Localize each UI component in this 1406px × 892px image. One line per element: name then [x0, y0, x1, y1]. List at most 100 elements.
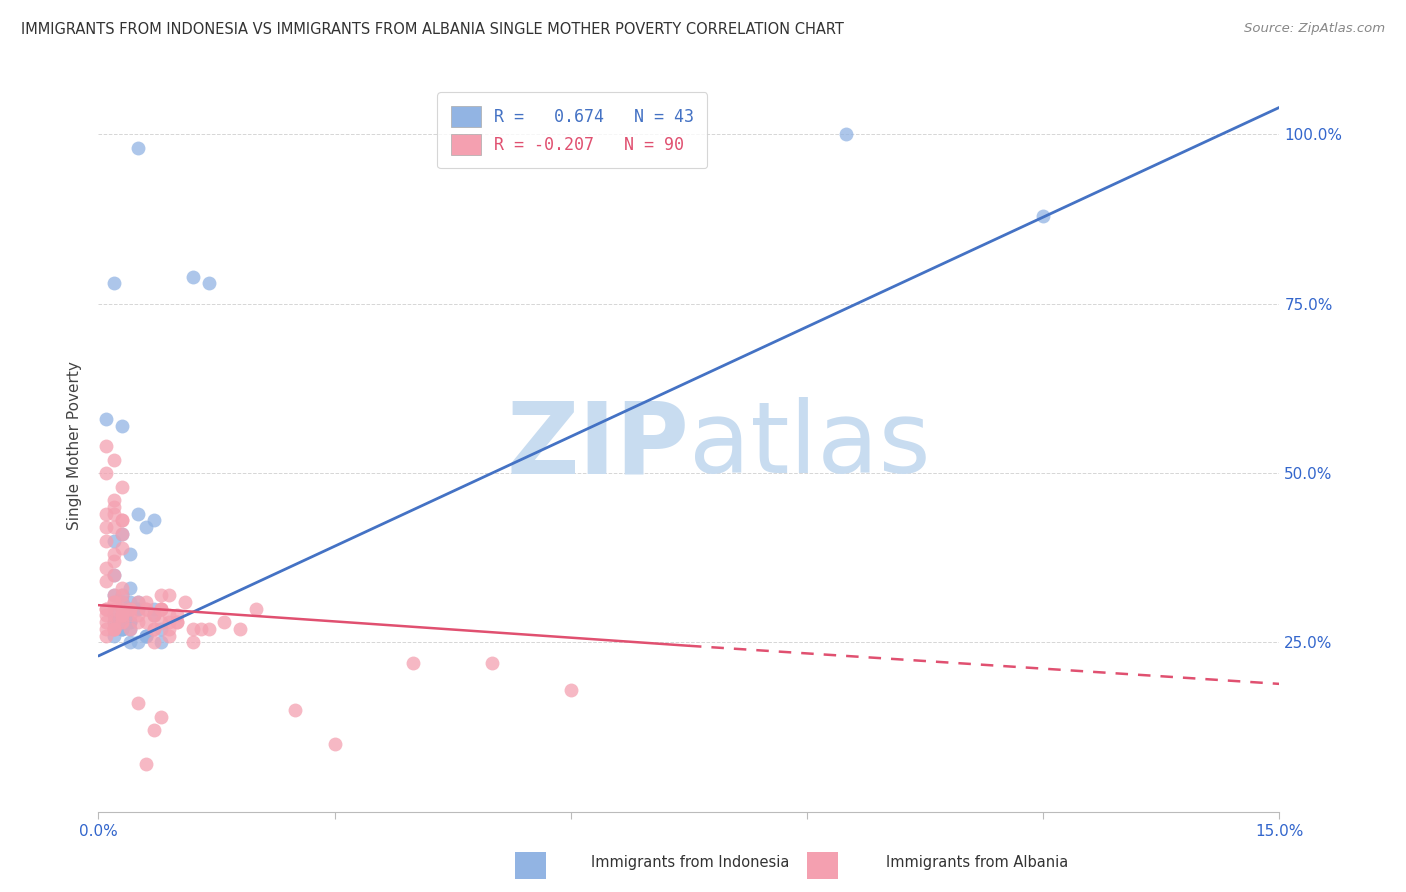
Point	[127, 635, 149, 649]
Point	[118, 581, 141, 595]
Point	[157, 588, 180, 602]
Point	[96, 622, 118, 636]
Text: Source: ZipAtlas.com: Source: ZipAtlas.com	[1244, 22, 1385, 36]
Point	[127, 141, 149, 155]
Point	[96, 466, 118, 480]
Point	[127, 595, 149, 609]
Point	[111, 622, 134, 636]
Point	[111, 588, 134, 602]
Point	[127, 507, 149, 521]
Point	[150, 615, 173, 629]
Point	[103, 567, 125, 582]
Point	[150, 601, 173, 615]
Text: ZIP: ZIP	[506, 398, 689, 494]
Point	[111, 608, 134, 623]
Point	[245, 601, 267, 615]
Point	[127, 615, 149, 629]
Point	[142, 622, 165, 636]
Point	[127, 601, 149, 615]
Point	[111, 514, 134, 528]
Point	[142, 622, 165, 636]
Point	[103, 622, 125, 636]
Point	[111, 514, 134, 528]
Point	[166, 615, 188, 629]
Point	[118, 601, 141, 615]
Point	[142, 723, 165, 738]
Point	[135, 629, 157, 643]
Point	[96, 615, 118, 629]
Point	[96, 608, 118, 623]
Point	[157, 622, 180, 636]
Point	[560, 682, 582, 697]
Point	[135, 520, 157, 534]
Point	[103, 588, 125, 602]
Point	[118, 608, 141, 623]
Point	[142, 635, 165, 649]
Point	[103, 547, 125, 561]
Point	[111, 541, 134, 555]
Point	[103, 554, 125, 568]
Point	[103, 588, 125, 602]
Point	[150, 635, 173, 649]
Text: atlas: atlas	[689, 398, 931, 494]
Point	[181, 269, 204, 284]
Point	[229, 622, 252, 636]
Point	[103, 615, 125, 629]
Point	[103, 595, 125, 609]
Point	[103, 622, 125, 636]
Point	[284, 703, 307, 717]
Point	[150, 622, 173, 636]
Point	[96, 574, 118, 589]
Point	[118, 595, 141, 609]
Point	[103, 615, 125, 629]
Point	[197, 622, 219, 636]
Point	[96, 412, 118, 426]
Point	[402, 656, 425, 670]
Point	[111, 601, 134, 615]
Point	[118, 601, 141, 615]
Point	[118, 601, 141, 615]
Point	[111, 418, 134, 433]
Point	[111, 608, 134, 623]
Point	[135, 615, 157, 629]
Point	[127, 595, 149, 609]
Point	[135, 629, 157, 643]
Legend: R =   0.674   N = 43, R = -0.207   N = 90: R = 0.674 N = 43, R = -0.207 N = 90	[437, 92, 707, 169]
Point	[103, 595, 125, 609]
Point	[157, 608, 180, 623]
Point	[181, 622, 204, 636]
Point	[111, 527, 134, 541]
Point	[103, 622, 125, 636]
Point	[103, 277, 125, 291]
Point	[150, 601, 173, 615]
Point	[111, 622, 134, 636]
Point	[111, 615, 134, 629]
Point	[96, 629, 118, 643]
Point	[111, 588, 134, 602]
Point	[135, 595, 157, 609]
Point	[118, 547, 141, 561]
Point	[197, 277, 219, 291]
Point	[103, 608, 125, 623]
Point	[166, 615, 188, 629]
Point	[103, 629, 125, 643]
Point	[166, 608, 188, 623]
Point	[111, 595, 134, 609]
Point	[481, 656, 503, 670]
Point	[103, 533, 125, 548]
Point	[96, 507, 118, 521]
Point	[96, 601, 118, 615]
Point	[103, 500, 125, 514]
Point	[96, 533, 118, 548]
Point	[118, 635, 141, 649]
Point	[103, 493, 125, 508]
Point	[150, 588, 173, 602]
Point	[127, 608, 149, 623]
Point	[118, 615, 141, 629]
Point	[142, 608, 165, 623]
Point	[142, 608, 165, 623]
Point	[111, 595, 134, 609]
Point	[157, 615, 180, 629]
Point	[111, 608, 134, 623]
Point	[127, 601, 149, 615]
